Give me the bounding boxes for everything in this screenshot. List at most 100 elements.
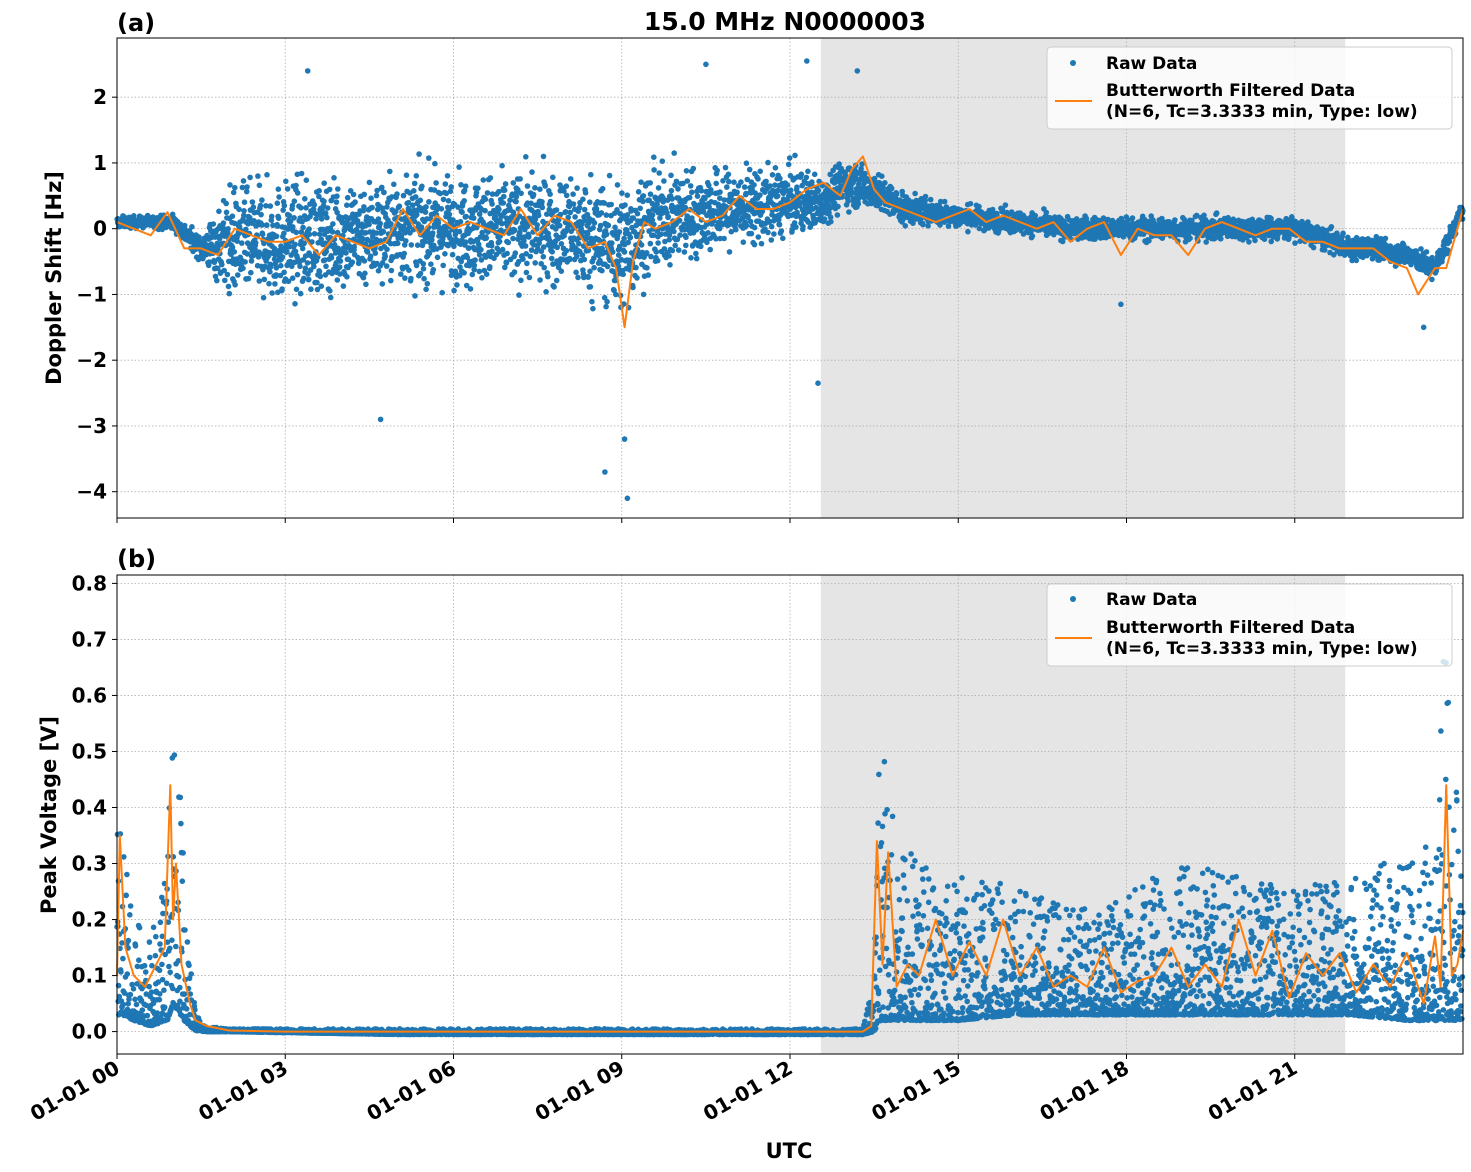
raw-data-point xyxy=(316,269,323,275)
raw-data-point xyxy=(751,182,757,188)
raw-data-point xyxy=(771,231,777,237)
raw-data-point xyxy=(461,187,468,194)
raw-data-point xyxy=(483,271,490,278)
raw-data-point xyxy=(423,286,429,293)
raw-data-point xyxy=(772,165,779,171)
raw-data-point xyxy=(726,178,732,185)
raw-data-point xyxy=(333,199,340,205)
raw-data-point xyxy=(507,197,513,203)
raw-data-point xyxy=(644,265,650,271)
raw-data-point xyxy=(655,240,661,246)
raw-data-point xyxy=(768,237,775,243)
raw-data-point xyxy=(481,221,487,227)
raw-data-point xyxy=(249,199,256,205)
raw-data-point xyxy=(335,186,341,192)
raw-data-point xyxy=(379,260,386,266)
raw-data-point xyxy=(689,189,695,196)
raw-data-point xyxy=(517,229,523,236)
raw-data-point xyxy=(448,184,455,190)
raw-data-point xyxy=(576,240,582,247)
raw-data-point xyxy=(267,269,273,275)
raw-data-point xyxy=(439,289,446,296)
raw-data-point xyxy=(603,231,610,238)
raw-data-point xyxy=(882,180,888,186)
raw-data-point xyxy=(377,220,384,227)
raw-data-point xyxy=(606,172,613,179)
raw-data-point xyxy=(366,221,372,228)
raw-data-point xyxy=(307,267,314,273)
raw-data-point xyxy=(220,220,227,226)
raw-data-point xyxy=(256,182,263,189)
raw-data-point xyxy=(231,249,238,255)
raw-data-point xyxy=(582,190,589,196)
raw-data-point xyxy=(466,262,473,269)
raw-data-point xyxy=(430,266,437,273)
raw-data-point xyxy=(344,274,350,280)
raw-data-point xyxy=(734,189,740,196)
raw-data-point xyxy=(256,278,263,284)
raw-data-point xyxy=(364,249,371,255)
raw-data-point xyxy=(496,206,502,213)
raw-data-point xyxy=(647,240,654,247)
raw-data-point xyxy=(714,167,720,174)
raw-data-point xyxy=(563,192,570,199)
raw-data-point xyxy=(267,203,274,209)
raw-data-point xyxy=(835,203,841,210)
raw-data-point xyxy=(381,189,387,196)
raw-data-point xyxy=(216,208,222,215)
raw-data-point xyxy=(792,152,798,159)
raw-data-point xyxy=(462,239,469,245)
raw-data-point xyxy=(411,207,418,213)
raw-data-point xyxy=(683,168,690,174)
raw-data-point xyxy=(515,258,522,265)
raw-data-point xyxy=(323,263,329,270)
raw-data-point xyxy=(416,151,422,157)
raw-data-point xyxy=(651,167,657,173)
raw-data-point xyxy=(264,222,270,228)
raw-data-point xyxy=(1043,209,1050,216)
raw-data-point xyxy=(922,193,929,200)
raw-data-point xyxy=(694,193,701,199)
raw-data-point xyxy=(693,255,700,262)
raw-data-point xyxy=(451,287,457,294)
raw-data-point xyxy=(537,277,543,283)
raw-data-point xyxy=(677,232,683,238)
raw-data-point xyxy=(707,246,713,253)
raw-data-point xyxy=(210,221,217,227)
raw-data-point xyxy=(279,254,286,260)
raw-data-point xyxy=(435,220,442,226)
raw-data-point xyxy=(495,188,502,195)
raw-data-point xyxy=(647,191,654,197)
raw-data-point xyxy=(686,194,693,201)
raw-data-point xyxy=(244,251,251,257)
raw-data-point xyxy=(1002,202,1009,208)
raw-data-point xyxy=(257,202,264,209)
raw-data-point xyxy=(751,224,758,231)
raw-data-point xyxy=(537,186,543,192)
raw-data-point xyxy=(634,210,641,217)
raw-data-point xyxy=(590,305,596,312)
raw-data-point xyxy=(314,279,320,286)
raw-data-point xyxy=(687,183,694,189)
raw-data-point xyxy=(580,196,586,203)
raw-data-point xyxy=(363,281,369,288)
raw-data-point xyxy=(314,286,321,293)
raw-data-point xyxy=(589,298,595,305)
raw-data-point xyxy=(413,262,420,269)
raw-data-point xyxy=(428,261,434,268)
raw-data-point xyxy=(223,209,230,216)
raw-data-point xyxy=(573,269,579,276)
raw-data-point xyxy=(459,209,465,215)
raw-data-point xyxy=(259,222,265,228)
raw-data-point xyxy=(286,212,293,219)
raw-data-point xyxy=(334,229,341,236)
raw-data-point xyxy=(286,243,293,250)
raw-data-point xyxy=(362,230,369,236)
raw-data-point xyxy=(800,223,806,230)
raw-data-point xyxy=(489,248,495,255)
raw-data-point xyxy=(480,177,487,183)
raw-data-point xyxy=(409,202,416,208)
raw-data-point xyxy=(243,226,249,233)
raw-data-point xyxy=(235,272,241,278)
raw-data-point xyxy=(414,242,421,248)
